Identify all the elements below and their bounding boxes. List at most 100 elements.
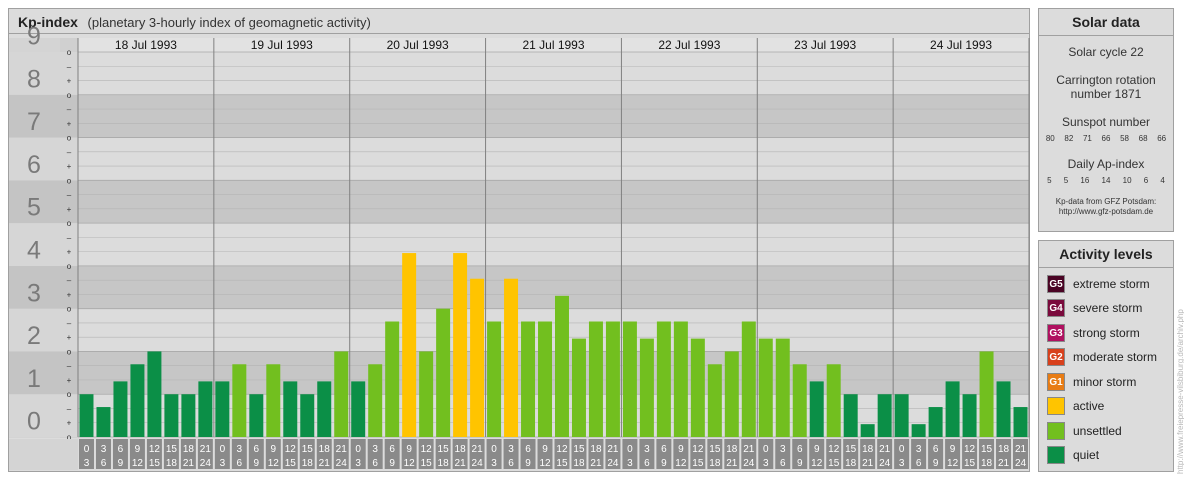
kp-bar <box>215 381 230 437</box>
hour-start-label: 12 <box>285 444 297 455</box>
hour-end-label: 12 <box>675 458 687 469</box>
hour-box <box>554 439 570 469</box>
hour-end-label: 21 <box>590 458 602 469</box>
ap-label: Daily Ap-index <box>1067 157 1145 171</box>
ap-value: 14 <box>1101 176 1111 185</box>
hour-start-label: 3 <box>508 444 514 455</box>
kp-bar <box>79 394 94 437</box>
hour-start-label: 15 <box>302 444 314 455</box>
hour-start-label: 18 <box>726 444 738 455</box>
hour-box <box>877 439 893 469</box>
date-label: 21 Jul 1993 <box>522 38 584 52</box>
sunspot-value: 80 <box>1045 134 1055 143</box>
hour-start-label: 9 <box>271 444 277 455</box>
legend-swatch: G1 <box>1047 373 1065 391</box>
hour-box <box>95 439 111 469</box>
hour-end-label: 18 <box>845 458 857 469</box>
kp-bar <box>741 321 756 437</box>
hour-end-label: 6 <box>101 458 107 469</box>
date-label: 23 Jul 1993 <box>794 38 856 52</box>
kp-bar <box>96 407 111 437</box>
axis-band <box>9 137 78 181</box>
hour-start-label: 9 <box>135 444 141 455</box>
sub-tick-label: + <box>67 162 72 171</box>
kp-bar <box>402 253 417 437</box>
sub-tick-label: + <box>67 248 72 257</box>
hour-box <box>724 439 740 469</box>
sub-tick-label: o <box>67 134 72 143</box>
hour-box <box>758 439 774 469</box>
hour-end-label: 15 <box>828 458 840 469</box>
hour-box <box>333 439 349 469</box>
hour-box <box>214 439 230 469</box>
legend-item-g3: G3 strong storm <box>1047 324 1140 342</box>
hour-end-label: 9 <box>389 458 395 469</box>
kp-bar <box>1013 407 1028 437</box>
hour-start-label: 15 <box>438 444 450 455</box>
axis-band <box>9 94 78 138</box>
hour-end-label: 18 <box>302 458 314 469</box>
carrington-line2: number 1871 <box>1070 87 1142 101</box>
hour-end-label: 6 <box>508 458 514 469</box>
kp-bar <box>317 381 332 437</box>
kp-bar <box>724 351 739 437</box>
kp-bar <box>673 321 688 437</box>
hour-start-label: 12 <box>556 444 568 455</box>
hour-end-label: 12 <box>539 458 551 469</box>
date-label: 24 Jul 1993 <box>930 38 992 52</box>
kp-bar <box>843 394 858 437</box>
hour-box <box>197 439 213 469</box>
grid-band <box>78 223 1029 266</box>
hour-box <box>843 439 859 469</box>
hour-end-label: 15 <box>964 458 976 469</box>
hour-end-label: 6 <box>372 458 378 469</box>
kp-bar <box>656 321 671 437</box>
kp-bar <box>470 278 485 437</box>
hour-start-label: 3 <box>644 444 650 455</box>
kp-bar <box>945 381 960 437</box>
hour-end-label: 3 <box>491 458 497 469</box>
hour-end-label: 21 <box>183 458 195 469</box>
legend-item-g2: G2 moderate storm <box>1047 348 1157 366</box>
axis-band <box>9 351 78 395</box>
source-line2: http://www.gfz-potsdam.de <box>1058 207 1154 216</box>
sub-tick-label: – <box>67 362 72 371</box>
sub-tick-label: o <box>67 219 72 228</box>
hour-box <box>350 439 366 469</box>
legend-item-active: active <box>1047 397 1104 415</box>
hour-start-label: 3 <box>780 444 786 455</box>
hour-start-label: 3 <box>237 444 243 455</box>
sub-tick-label: – <box>67 62 72 71</box>
sub-tick-label: + <box>67 77 72 86</box>
ap-value: 6 <box>1143 176 1149 185</box>
grid-band <box>78 137 1029 181</box>
axis-band <box>9 265 78 309</box>
hour-box <box>265 439 281 469</box>
hour-box <box>401 439 417 469</box>
sub-tick-label: o <box>67 433 72 442</box>
hour-box <box>775 439 791 469</box>
kp-bar <box>283 381 298 437</box>
hour-box <box>282 439 298 469</box>
hour-box <box>537 439 553 469</box>
axis-band <box>9 223 78 266</box>
hour-box <box>571 439 587 469</box>
hour-end-label: 15 <box>556 458 568 469</box>
hour-end-label: 12 <box>404 458 416 469</box>
hour-box <box>707 439 723 469</box>
activity-levels-heading: Activity levels <box>1039 241 1173 268</box>
activity-levels-panel: Activity levels G5 extreme storm G4 seve… <box>1038 240 1174 472</box>
sunspot-value: 58 <box>1120 134 1129 143</box>
kp-bar <box>588 321 603 437</box>
kp-bar <box>962 394 977 437</box>
hour-end-label: 24 <box>879 458 891 469</box>
chart-subtitle: (planetary 3-hourly index of geomagnetic… <box>87 15 371 30</box>
hour-start-label: 12 <box>828 444 840 455</box>
hour-box <box>435 439 451 469</box>
legend-swatch <box>1047 446 1065 464</box>
legend-swatch <box>1047 422 1065 440</box>
kp-bar <box>334 351 349 437</box>
hour-end-label: 6 <box>237 458 243 469</box>
hour-end-label: 9 <box>254 458 260 469</box>
hour-end-label: 9 <box>525 458 531 469</box>
